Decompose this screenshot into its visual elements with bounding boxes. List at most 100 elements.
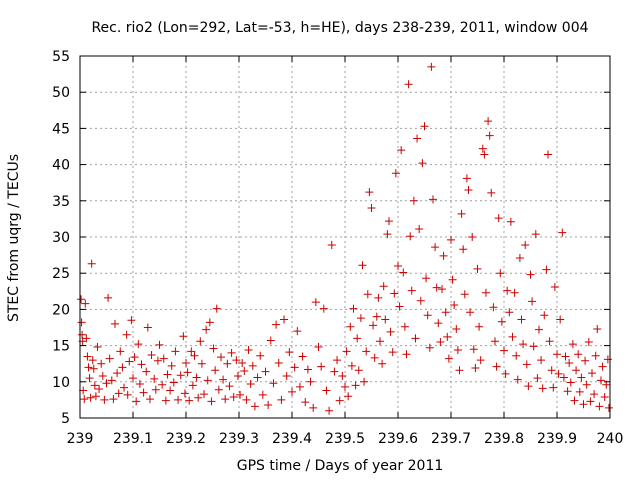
data-point	[519, 340, 528, 349]
data-point	[591, 351, 600, 360]
data-point	[457, 209, 466, 218]
data-point	[93, 343, 102, 352]
data-point	[104, 293, 113, 302]
data-point	[500, 346, 508, 355]
data-point	[360, 377, 369, 386]
data-point	[489, 303, 498, 312]
x-tick-label: 239.7	[431, 431, 471, 447]
data-point	[468, 233, 477, 241]
data-point	[311, 298, 320, 307]
y-tick-label: 5	[61, 411, 70, 427]
data-point	[411, 334, 420, 343]
data-point	[604, 403, 613, 412]
data-point	[174, 395, 183, 404]
data-point	[98, 372, 107, 381]
data-point	[556, 315, 565, 324]
data-point	[574, 350, 583, 359]
data-point	[280, 315, 289, 324]
data-point	[473, 264, 482, 273]
data-point	[153, 356, 162, 365]
data-point	[450, 301, 459, 310]
data-point	[151, 385, 160, 394]
data-point	[190, 351, 199, 360]
data-point	[342, 347, 351, 356]
data-point	[363, 290, 372, 299]
data-point	[553, 350, 561, 359]
data-point	[563, 387, 572, 396]
axis-ticks	[79, 55, 611, 419]
data-point	[460, 290, 469, 299]
data-point	[207, 397, 216, 406]
data-point	[150, 374, 159, 383]
data-point	[475, 322, 484, 331]
data-point	[409, 196, 418, 205]
data-point	[295, 382, 304, 391]
data-point	[428, 195, 437, 204]
data-point	[83, 352, 92, 361]
data-point	[333, 356, 342, 365]
data-point	[455, 366, 464, 375]
data-point	[524, 382, 533, 391]
y-axis-label: STEC from uqrg / TECUs	[6, 154, 22, 322]
data-point	[84, 363, 93, 372]
data-point	[187, 347, 196, 356]
data-point	[418, 159, 427, 168]
data-point	[200, 390, 209, 399]
data-point	[561, 352, 570, 361]
data-point	[526, 270, 535, 279]
data-point	[497, 317, 506, 326]
data-point	[481, 288, 490, 297]
data-point	[163, 370, 172, 379]
data-point	[584, 337, 593, 346]
data-point	[81, 299, 90, 308]
data-point	[122, 330, 131, 339]
data-point	[261, 367, 270, 376]
data-point	[180, 389, 189, 398]
data-point	[522, 360, 531, 369]
data-point	[598, 362, 607, 371]
data-point	[425, 343, 434, 352]
data-point	[344, 392, 353, 401]
data-point	[132, 397, 141, 406]
data-point	[436, 337, 445, 346]
data-point	[107, 376, 116, 385]
data-point	[369, 321, 378, 330]
data-point	[354, 366, 363, 375]
data-point	[285, 348, 294, 357]
data-point	[581, 356, 590, 365]
data-point	[459, 245, 468, 254]
data-point	[130, 353, 139, 362]
y-tick-label: 15	[52, 339, 70, 355]
data-point	[437, 285, 446, 294]
data-point	[545, 337, 554, 346]
y-tick-label: 45	[52, 121, 70, 137]
data-point	[169, 378, 178, 387]
data-point	[77, 295, 86, 304]
data-point	[549, 383, 558, 392]
data-point	[214, 385, 223, 394]
data-point	[394, 261, 402, 270]
data-point	[356, 314, 365, 323]
data-point	[521, 240, 530, 249]
data-point	[293, 327, 302, 336]
data-point	[453, 345, 462, 354]
data-point	[448, 275, 457, 284]
data-point	[145, 395, 154, 404]
data-point	[358, 261, 367, 270]
data-point	[176, 371, 185, 380]
data-point	[78, 330, 87, 339]
y-tick-label: 50	[52, 85, 70, 101]
data-point	[322, 386, 331, 395]
data-point	[407, 286, 416, 295]
data-point	[203, 376, 212, 385]
data-point	[100, 395, 109, 404]
data-point	[383, 230, 392, 239]
data-point	[420, 122, 429, 131]
data-point	[515, 253, 524, 262]
x-tick-label: 239.8	[484, 431, 524, 447]
data-point	[147, 351, 156, 360]
data-point	[216, 353, 225, 362]
x-tick-label: 240	[597, 431, 624, 447]
x-axis-label: GPS time / Days of year 2011	[237, 458, 444, 474]
data-point	[413, 134, 422, 143]
